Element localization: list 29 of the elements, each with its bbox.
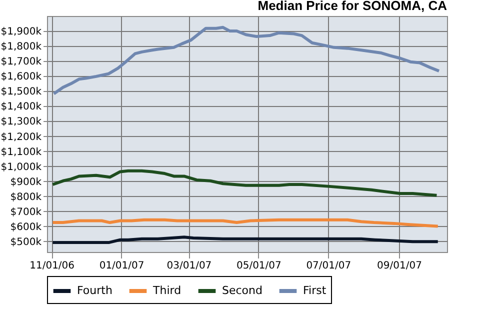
y-tick-label: $800k [10,192,42,203]
y-tick-label: $1,100k [0,146,42,158]
line-series [51,218,440,228]
y-tick-label: $1,300k [0,116,42,128]
legend-label: Fourth [77,284,112,297]
y-tick-label: $900k [10,176,42,188]
legend-label: Second [222,284,262,297]
legend-label: First [303,284,327,297]
line-series [52,26,440,96]
y-tick-label: $1,200k [0,132,42,143]
chart-title: Median Price for SONOMA, CA [258,0,448,13]
y-tick-label: $1,000k [0,162,42,173]
y-tick-label: $600k [10,222,42,233]
y-tick-label: $1,800k [0,42,42,53]
x-tick-label: 09/01/07 [377,260,422,272]
x-tick-label: 11/01/06 [30,260,75,272]
y-tick-label: $700k [10,206,42,218]
x-tick-label: 03/01/07 [166,260,212,272]
legend-label: Third [152,284,182,297]
y-tick-label: $1,500k [0,86,42,98]
x-tick-label: 01/01/07 [99,260,144,272]
y-tick-label: $1,700k [0,56,42,68]
line-series [51,169,438,197]
y-tick-label: $1,400k [0,102,42,113]
y-tick-label: $1,600k [0,72,42,83]
y-tick-label: $500k [10,236,42,248]
y-tick-label: $1,900k [0,26,42,38]
x-tick-label: 07/01/07 [306,260,352,272]
x-tick-label: 05/01/07 [236,260,282,272]
